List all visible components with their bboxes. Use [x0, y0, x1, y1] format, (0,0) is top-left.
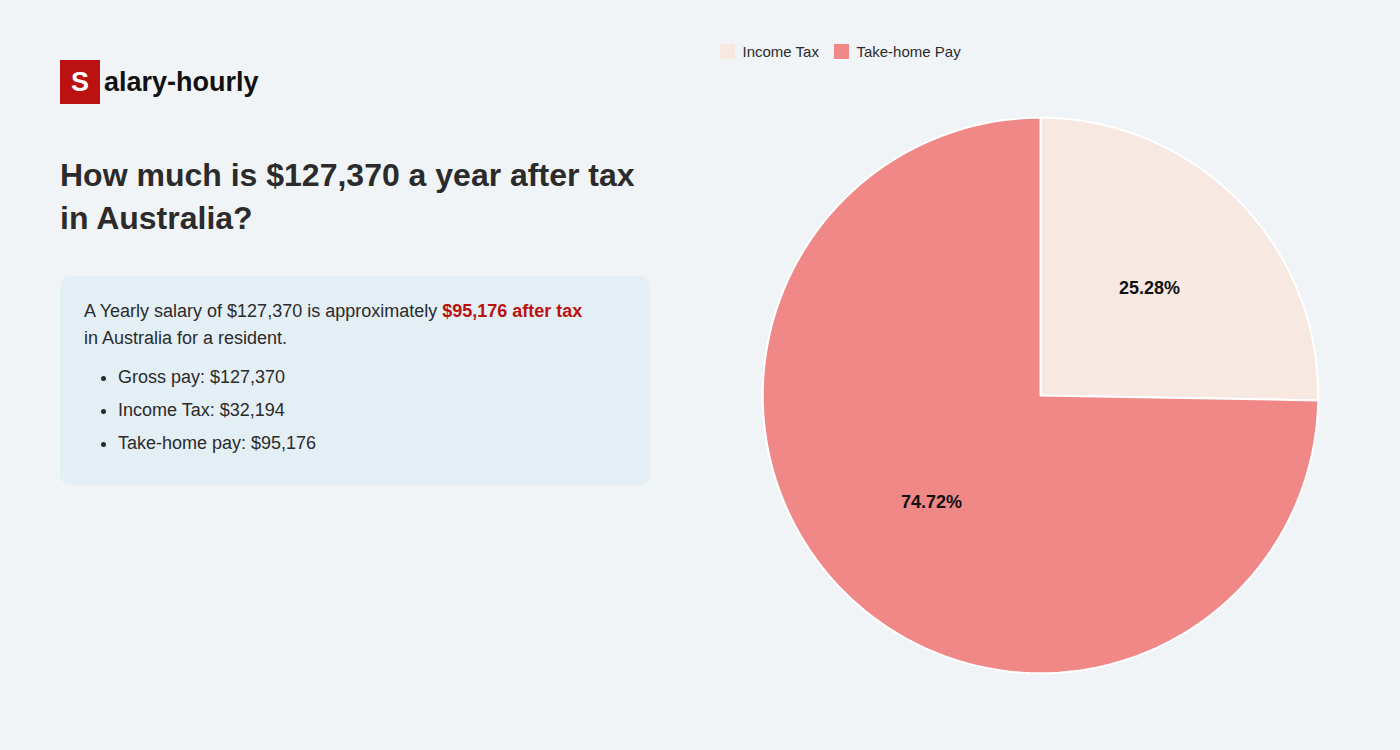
html-text:alary-hourly: alary-hourly	[104, 66, 259, 97]
html-text:in Australia for a resident.: in Australia for a resident.	[84, 328, 288, 349]
html-text:Income Tax: Income Tax	[742, 42, 819, 60]
html-text:How much is $127,370 a year af: How much is $127,370 a year after tax in…	[60, 157, 635, 237]
html-text:Income Tax: $32,194: Income Tax: $32,194	[118, 400, 285, 421]
html-text:A Yearly salary of $127,370 is: A Yearly salary of $127,370 is approxima…	[84, 301, 583, 322]
svg-text:25.28%: 25.28%	[1119, 278, 1180, 298]
svg-text:74.72%: 74.72%	[901, 493, 962, 513]
html-text:S: S	[71, 66, 89, 97]
html-text:Take-home pay: $95,176: Take-home pay: $95,176	[118, 433, 317, 454]
html-text:Gross pay: $127,370: Gross pay: $127,370	[118, 367, 286, 388]
html-text:Take-home Pay: Take-home Pay	[856, 42, 961, 60]
